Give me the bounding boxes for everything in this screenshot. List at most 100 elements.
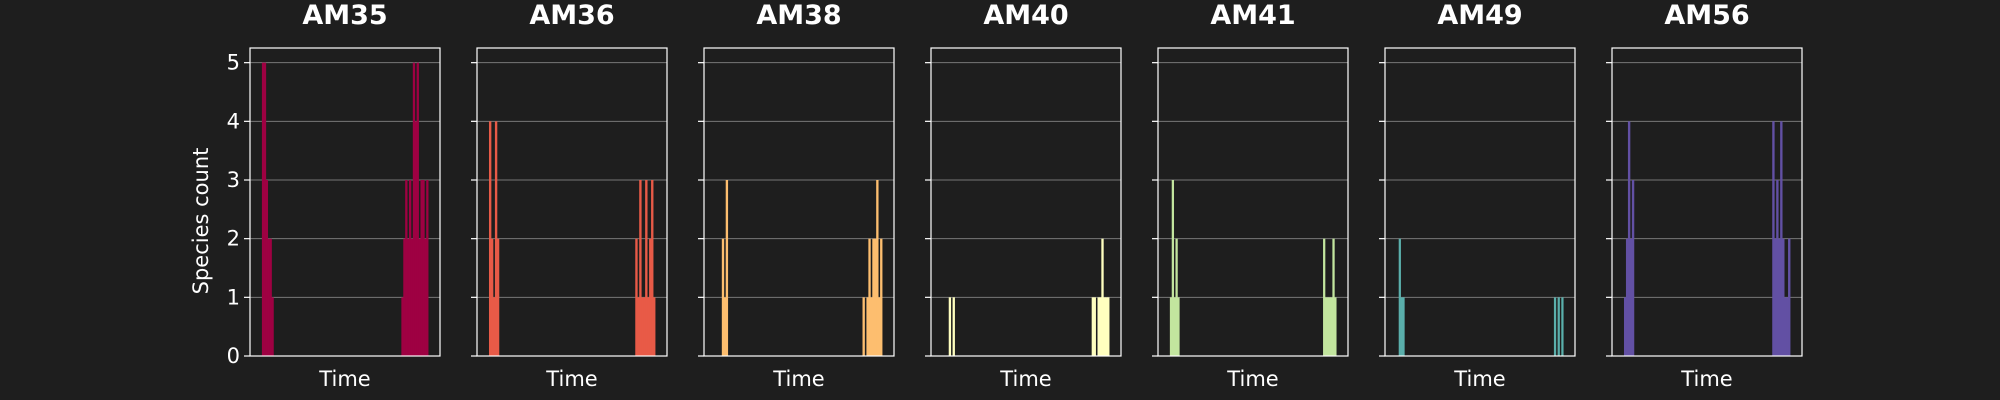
bar xyxy=(1398,238,1401,356)
bar xyxy=(422,180,425,356)
bar xyxy=(418,238,421,356)
bar xyxy=(1776,180,1779,356)
bar xyxy=(653,297,656,356)
bar xyxy=(1323,238,1326,356)
panel-frame xyxy=(1157,47,1349,357)
bar xyxy=(1099,297,1102,356)
bar xyxy=(1623,297,1627,356)
bar xyxy=(721,238,725,356)
bar xyxy=(651,180,654,356)
bar xyxy=(649,238,652,356)
panel-am41: AM41 Time xyxy=(1152,0,1349,391)
plot-area xyxy=(704,48,894,356)
panel-title: AM35 xyxy=(302,0,387,31)
bar xyxy=(416,62,419,357)
bar xyxy=(1105,297,1108,356)
bar xyxy=(1631,180,1635,356)
panel-title: AM40 xyxy=(983,0,1068,31)
bar xyxy=(408,180,412,356)
bar xyxy=(1561,297,1564,356)
bar xyxy=(1788,238,1791,356)
bar xyxy=(1786,297,1789,356)
panel-title: AM41 xyxy=(1210,0,1295,31)
bar xyxy=(424,238,427,356)
panel-am38: AM38 Time xyxy=(698,0,895,391)
bar xyxy=(637,297,640,356)
bar xyxy=(1553,297,1557,356)
bar xyxy=(1772,121,1775,356)
bar xyxy=(645,180,648,356)
bar xyxy=(1782,238,1785,356)
bar xyxy=(1326,297,1330,356)
panel-am40: AM40 Time xyxy=(925,0,1122,391)
bar xyxy=(1330,297,1333,356)
bar xyxy=(407,238,410,356)
x-axis-label: Time xyxy=(318,367,370,391)
panel-am56: AM56 Time xyxy=(1606,0,1803,391)
panel-am35: 0 1 2 3 4 5 AM35 Time xyxy=(227,0,441,391)
bar xyxy=(641,297,644,356)
panel-frame xyxy=(930,47,1122,357)
y-tick-label: 2 xyxy=(227,227,240,251)
bar xyxy=(412,62,416,357)
bar xyxy=(1778,238,1781,356)
bar xyxy=(874,238,877,356)
bar xyxy=(1177,297,1180,356)
y-tick-label: 3 xyxy=(227,168,240,192)
x-axis-label: Time xyxy=(1453,367,1505,391)
plot-area xyxy=(1385,48,1575,356)
bar xyxy=(876,180,879,356)
bar xyxy=(870,297,873,356)
panel-title: AM56 xyxy=(1664,0,1749,31)
bar xyxy=(1774,238,1777,356)
bar xyxy=(1557,297,1560,356)
bar xyxy=(639,180,642,356)
bar xyxy=(647,297,650,356)
panel-frame xyxy=(1611,47,1803,357)
bar xyxy=(952,297,955,356)
x-axis-label: Time xyxy=(1226,367,1278,391)
bar xyxy=(1097,297,1100,356)
x-axis-label: Time xyxy=(999,367,1051,391)
x-axis-label: Time xyxy=(772,367,824,391)
bar xyxy=(414,121,418,356)
bar xyxy=(1625,238,1629,356)
plot-area xyxy=(1612,48,1802,356)
bar xyxy=(405,180,408,356)
bar xyxy=(492,297,496,356)
bar xyxy=(1629,238,1633,356)
bar xyxy=(1324,297,1328,356)
panel-frame xyxy=(476,47,668,357)
bar xyxy=(401,297,404,356)
bar xyxy=(1334,297,1337,356)
bar xyxy=(878,297,881,356)
bar xyxy=(1169,297,1173,356)
bar xyxy=(1627,121,1631,356)
bar xyxy=(1328,297,1331,356)
bar xyxy=(1093,297,1096,356)
bar xyxy=(265,180,269,356)
bar xyxy=(1091,297,1095,356)
bar xyxy=(868,238,871,356)
bar xyxy=(269,238,272,356)
plot-area xyxy=(931,48,1121,356)
bar xyxy=(723,297,727,356)
y-axis-label: Species count xyxy=(189,148,213,295)
bar xyxy=(1101,238,1104,356)
panel-title: AM49 xyxy=(1437,0,1522,31)
panel-frame xyxy=(1384,47,1576,357)
bar xyxy=(488,121,492,356)
bar xyxy=(490,238,494,356)
bar xyxy=(267,238,270,356)
bar xyxy=(948,297,952,356)
bar xyxy=(494,121,498,356)
bar xyxy=(1171,180,1175,356)
bar xyxy=(635,238,638,356)
x-axis-label: Time xyxy=(1680,367,1732,391)
bar xyxy=(420,180,423,356)
bar xyxy=(872,238,875,356)
bar xyxy=(880,238,883,356)
bar xyxy=(410,238,414,356)
panel-frame xyxy=(703,47,895,357)
